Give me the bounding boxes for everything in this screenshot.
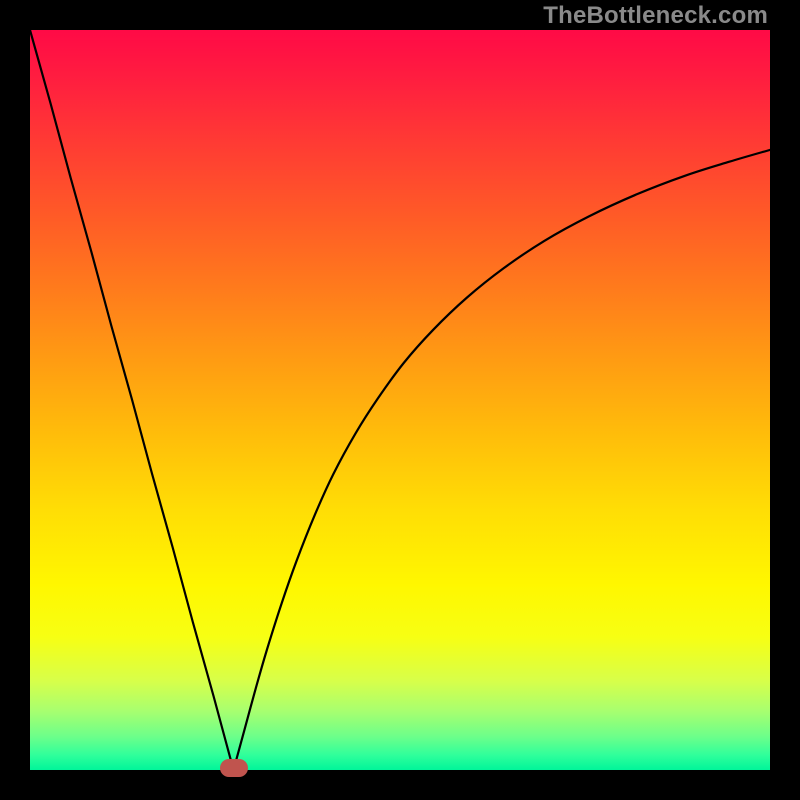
plot-area xyxy=(30,30,770,770)
bottleneck-curve xyxy=(30,30,770,770)
watermark-text: TheBottleneck.com xyxy=(543,2,768,30)
minimum-marker xyxy=(220,759,248,777)
chart-frame: TheBottleneck.com xyxy=(0,0,800,800)
